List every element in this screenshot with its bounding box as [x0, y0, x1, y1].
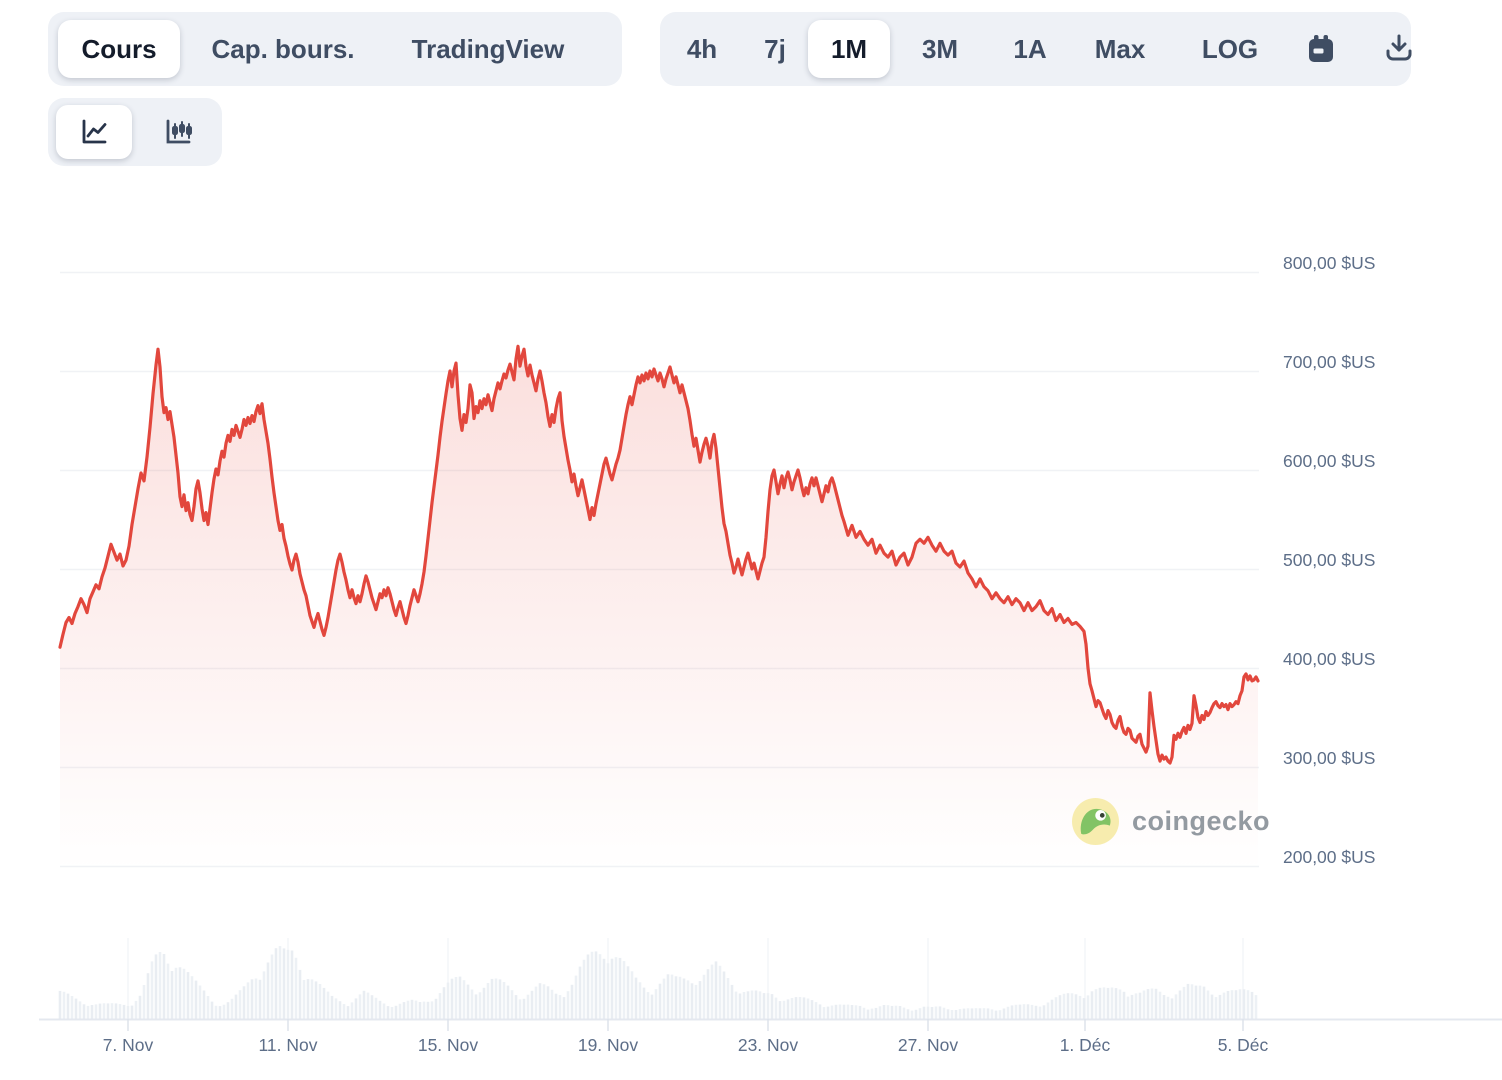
- range-controls: 4h 7j 1M 3M 1A Max LOG: [660, 12, 1412, 86]
- x-axis-label: 23. Nov: [737, 1035, 799, 1055]
- x-axis-label: 15. Nov: [417, 1035, 479, 1055]
- x-axis-baseline: [39, 1018, 1502, 1031]
- download-button[interactable]: [1372, 20, 1426, 78]
- y-axis-label: 700,00 $US: [1283, 352, 1376, 372]
- volume-bars: [58, 946, 1258, 1019]
- coingecko-watermark-text: coingecko: [1132, 806, 1271, 836]
- chart-tabs: Cours Cap. bours. TradingView: [48, 12, 622, 86]
- coingecko-logo-icon: [1072, 798, 1119, 845]
- x-axis-label: 7. Nov: [102, 1035, 154, 1055]
- tab-cours[interactable]: Cours: [58, 20, 180, 78]
- candlestick-chart-toggle[interactable]: [140, 105, 216, 159]
- price-area-fill: [60, 346, 1258, 870]
- y-axis-label: 200,00 $US: [1283, 847, 1376, 867]
- line-chart-toggle[interactable]: [56, 105, 132, 159]
- line-chart-icon: [82, 119, 107, 144]
- range-1m[interactable]: 1M: [808, 20, 890, 78]
- range-7j[interactable]: 7j: [764, 33, 786, 64]
- chart-type-toggle: [48, 98, 222, 166]
- calendar-icon: [1309, 35, 1333, 62]
- range-4h[interactable]: 4h: [686, 33, 718, 64]
- price-line: [58, 344, 1260, 765]
- range-max[interactable]: Max: [1094, 33, 1146, 64]
- x-axis-label: 27. Nov: [897, 1035, 959, 1055]
- y-axis-label: 500,00 $US: [1283, 550, 1376, 570]
- range-1a[interactable]: 1A: [1013, 33, 1047, 64]
- range-log[interactable]: LOG: [1201, 33, 1259, 64]
- x-axis-label: 1. Déc: [1059, 1035, 1111, 1055]
- y-axis-label: 400,00 $US: [1283, 649, 1376, 669]
- y-axis-label: 600,00 $US: [1283, 451, 1376, 471]
- x-axis-label: 19. Nov: [577, 1035, 639, 1055]
- y-axis-label: 300,00 $US: [1283, 748, 1376, 768]
- tab-cap-bours[interactable]: Cap. bours.: [211, 33, 355, 64]
- x-axis-label: 5. Déc: [1217, 1035, 1269, 1055]
- x-axis-label: 11. Nov: [258, 1035, 318, 1055]
- coingecko-watermark: coingecko: [1072, 798, 1270, 845]
- tab-tradingview[interactable]: TradingView: [411, 33, 565, 64]
- calendar-button[interactable]: [1294, 20, 1348, 78]
- candlestick-chart-icon: [166, 119, 192, 144]
- range-3m[interactable]: 3M: [921, 33, 959, 64]
- download-icon: [1386, 34, 1412, 61]
- y-axis-label: 800,00 $US: [1283, 253, 1376, 273]
